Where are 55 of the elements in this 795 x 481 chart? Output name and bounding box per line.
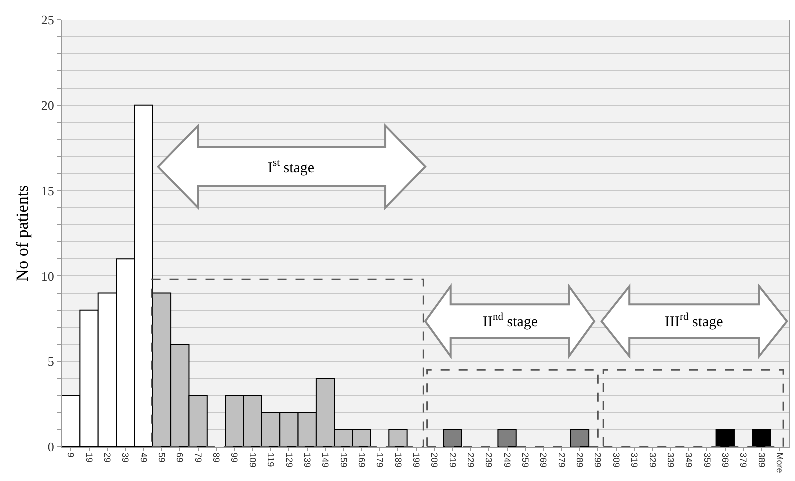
bar [752, 429, 772, 447]
bar [716, 429, 735, 447]
x-tick-label: 309 [611, 452, 622, 468]
bar [498, 429, 517, 447]
bar [443, 429, 462, 447]
y-tick-label: 25 [41, 12, 54, 28]
x-tick-label: 19 [84, 452, 94, 463]
y-tick-label: 10 [41, 268, 54, 284]
x-tick-label: 269 [538, 452, 549, 468]
x-tick-label: 349 [684, 452, 694, 468]
annotation: III$^{rd}$ stage [665, 312, 724, 330]
x-tick-label: 219 [448, 452, 458, 468]
x-tick-label: 89 [212, 452, 222, 463]
annotation: II$^{nd}$ stage [483, 312, 538, 330]
x-tick-label: 369 [720, 452, 730, 468]
x-tick-label: 299 [593, 452, 604, 468]
x-tick-label: 199 [411, 452, 422, 468]
x-tick-label: 319 [630, 452, 640, 468]
x-tick-label: 39 [120, 452, 131, 463]
x-tick-label: 329 [648, 452, 658, 468]
x-tick-label: 9 [66, 452, 76, 458]
x-tick-label: 99 [230, 452, 240, 463]
x-tick-label: 69 [175, 452, 186, 463]
x-tick-label: 139 [302, 452, 312, 468]
x-tick-label: 279 [556, 452, 567, 468]
y-axis-title: No of patients [12, 185, 32, 282]
x-tick-label: 169 [356, 452, 367, 468]
x-tick-label: 29 [102, 452, 113, 463]
x-tick-label: 59 [157, 452, 168, 463]
x-tick-label: 109 [248, 452, 258, 468]
x-tick-label: 209 [430, 452, 440, 468]
x-tick-label: 229 [466, 452, 476, 468]
y-tick-label: 15 [41, 183, 54, 198]
x-tick-label: 289 [575, 452, 586, 468]
x-tick-label: 149 [320, 452, 331, 468]
x-tick-label: 359 [702, 452, 712, 468]
annotation: I$^{st}$ stage [268, 158, 315, 176]
x-tick-label: 379 [738, 452, 749, 468]
x-tick-label: 239 [484, 452, 494, 468]
x-tick-label: 259 [520, 452, 531, 468]
x-tick-label: 129 [284, 452, 294, 468]
bar [570, 429, 590, 447]
x-tick-label: 189 [393, 452, 404, 468]
x-tick-label: 79 [193, 452, 204, 463]
x-tick-label: 49 [138, 452, 149, 463]
x-tick-label: 339 [666, 452, 676, 468]
x-tick-label: 159 [338, 452, 349, 468]
x-tick-label: 119 [266, 452, 276, 468]
y-tick-label: 20 [41, 98, 54, 113]
x-tick-label: 249 [502, 452, 512, 468]
y-tick-label: 5 [48, 354, 54, 370]
x-tick-label: More [774, 452, 785, 474]
x-tick-label: 179 [375, 452, 386, 468]
y-tick-label: 0 [48, 440, 54, 455]
x-tick-label: 389 [756, 452, 767, 468]
